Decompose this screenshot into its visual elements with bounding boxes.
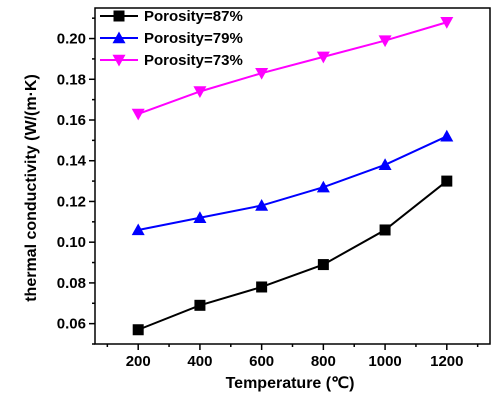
- data-point: [316, 51, 330, 64]
- y-tick-label: 0.12: [57, 193, 86, 210]
- legend-entry: Porosity=79%: [100, 30, 243, 47]
- data-point: [193, 86, 207, 98]
- data-point: [440, 17, 454, 29]
- series-2: [131, 129, 454, 236]
- y-tick-label: 0.18: [57, 71, 86, 88]
- series-1: [132, 175, 453, 336]
- y-tick-label: 0.08: [57, 275, 86, 292]
- data-point: [441, 175, 453, 187]
- x-tick-label: 600: [249, 353, 274, 370]
- data-point: [378, 158, 392, 170]
- y-tick-label: 0.20: [57, 31, 86, 48]
- series-3: [131, 17, 454, 121]
- legend-marker: [112, 31, 126, 44]
- legend-label: Porosity=73%: [144, 52, 243, 69]
- y-axis-title: thermal conductivity (W/(m·K): [23, 74, 40, 302]
- data-point: [256, 281, 268, 293]
- data-point: [131, 108, 145, 121]
- y-ticks: 0.06 0.08 0.10 0.12 0.14 0.16 0.18 0.20: [57, 17, 95, 345]
- series-line: [137, 180, 448, 331]
- x-axis-title: Temperature (℃): [226, 375, 355, 392]
- data-point: [132, 324, 144, 336]
- data-point: [316, 180, 330, 193]
- x-tick-label: 800: [311, 353, 336, 370]
- legend-label: Porosity=87%: [144, 8, 243, 25]
- y-tick-label: 0.10: [57, 234, 86, 251]
- data-point: [378, 35, 392, 48]
- data-point: [131, 223, 145, 236]
- legend-label: Porosity=79%: [144, 30, 243, 47]
- data-point: [193, 211, 207, 223]
- y-tick-label: 0.14: [57, 153, 87, 170]
- x-ticks: 200 400 600 800 1000 1200: [106, 344, 479, 370]
- legend-entry: Porosity=73%: [100, 52, 243, 69]
- legend: Porosity=87% Porosity=79% Porosity=73%: [100, 8, 243, 69]
- x-tick-label: 400: [187, 353, 212, 370]
- series-line: [137, 21, 448, 115]
- x-tick-label: 200: [126, 353, 151, 370]
- data-point: [255, 199, 269, 211]
- y-tick-label: 0.16: [57, 112, 86, 129]
- data-point: [440, 129, 454, 142]
- legend-entry: Porosity=87%: [100, 8, 243, 25]
- y-tick-label: 0.06: [57, 316, 86, 333]
- series-line: [138, 135, 448, 231]
- data-point: [317, 259, 329, 271]
- data-point: [194, 299, 206, 311]
- x-tick-label: 1000: [368, 353, 401, 370]
- data-point: [379, 224, 391, 236]
- legend-marker: [112, 54, 126, 67]
- series-layer: [131, 17, 454, 336]
- legend-marker: [113, 10, 125, 22]
- data-point: [255, 67, 269, 80]
- x-tick-label: 1200: [430, 353, 463, 370]
